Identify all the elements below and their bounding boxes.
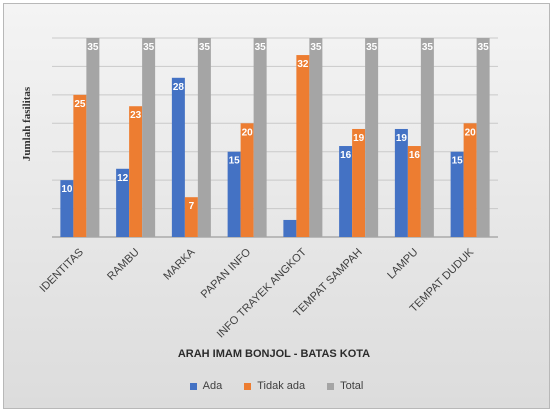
x-tick-label: IDENTITAS — [37, 246, 86, 295]
x-tick-label: RAMBU — [105, 246, 142, 283]
legend-item-tidak-ada: Tidak ada — [244, 380, 305, 392]
bar-tidak-ada — [296, 55, 310, 237]
bar-total — [365, 38, 379, 237]
bar-ada — [60, 180, 74, 237]
data-label-ada: 19 — [396, 133, 408, 144]
x-tick-label: PAPAN INFO — [199, 246, 254, 301]
legend-swatch-total — [327, 382, 335, 390]
data-label-total: 35 — [422, 42, 434, 53]
data-label-tidak-ada: 20 — [242, 127, 254, 138]
data-label-tidak-ada: 20 — [465, 127, 477, 138]
data-label-total: 35 — [199, 42, 211, 53]
bar-total — [309, 38, 323, 237]
x-tick-label: LAMPU — [385, 246, 420, 281]
legend-item-ada: Ada — [189, 380, 223, 392]
data-label-tidak-ada: 25 — [74, 99, 86, 110]
data-label-ada: 10 — [61, 184, 73, 195]
x-tick-label: INFO TRAYEK ANGKOT — [215, 246, 309, 340]
bar-ada — [450, 151, 464, 237]
data-label-tidak-ada: 7 — [189, 201, 195, 212]
y-axis-label: Jumlah fasilitas — [21, 86, 33, 161]
chart-frame: 10 25 35 12 23 35 28 7 35 15 20 35 32 35 16 19 35 19 16 35 1… — [3, 3, 550, 409]
legend-swatch-ada — [189, 382, 197, 390]
data-label-tidak-ada: 32 — [297, 59, 309, 70]
data-label-total: 35 — [143, 42, 155, 53]
bar-ada — [394, 128, 408, 237]
bars — [60, 38, 490, 237]
bar-tidak-ada — [73, 94, 87, 237]
bar-tidak-ada — [352, 128, 366, 237]
data-label-ada: 28 — [173, 82, 185, 93]
legend: Ada Tidak ada Total — [4, 380, 549, 392]
data-label-ada: 12 — [117, 173, 129, 184]
bar-total — [253, 38, 267, 237]
legend-item-total: Total — [327, 380, 363, 392]
x-axis-title: ARAH IMAM BONJOL - BATAS KOTA — [178, 348, 370, 360]
legend-label-tidak-ada: Tidak ada — [257, 380, 306, 392]
data-label-total: 35 — [366, 42, 378, 53]
bar-tidak-ada — [184, 197, 198, 237]
legend-swatch-tidak-ada — [244, 382, 252, 390]
data-label-total: 35 — [310, 42, 322, 53]
legend-label-ada: Ada — [202, 380, 223, 392]
bar-total — [197, 38, 211, 237]
bar-total — [420, 38, 434, 237]
data-label-ada: 15 — [229, 156, 241, 167]
data-label-total: 35 — [87, 42, 99, 53]
bar-ada — [283, 219, 297, 237]
bar-tidak-ada — [240, 123, 254, 237]
bar-tidak-ada — [407, 146, 421, 237]
data-label-tidak-ada: 16 — [409, 150, 421, 161]
bar-tidak-ada — [129, 106, 143, 237]
bar-chart: 1025351223352873515203532351619351916351… — [21, 37, 498, 360]
x-tick-label: MARKA — [161, 246, 198, 283]
bar-total — [142, 38, 156, 237]
data-label-ada: 15 — [452, 156, 464, 167]
bar-tidak-ada — [463, 123, 477, 237]
bar-ada — [171, 77, 185, 237]
bar-total — [86, 38, 100, 237]
data-label-tidak-ada: 19 — [353, 133, 365, 144]
data-label-total: 35 — [478, 42, 490, 53]
bar-total — [476, 38, 490, 237]
data-label-ada: 16 — [340, 150, 352, 161]
bar-ada — [339, 146, 353, 237]
data-label-total: 35 — [255, 42, 267, 53]
bar-ada — [116, 168, 130, 237]
data-labels: 1025351223352873515203532351619351916351… — [61, 42, 489, 212]
legend-label-total: Total — [340, 380, 364, 392]
bar-ada — [227, 151, 241, 237]
data-label-tidak-ada: 23 — [130, 110, 142, 121]
